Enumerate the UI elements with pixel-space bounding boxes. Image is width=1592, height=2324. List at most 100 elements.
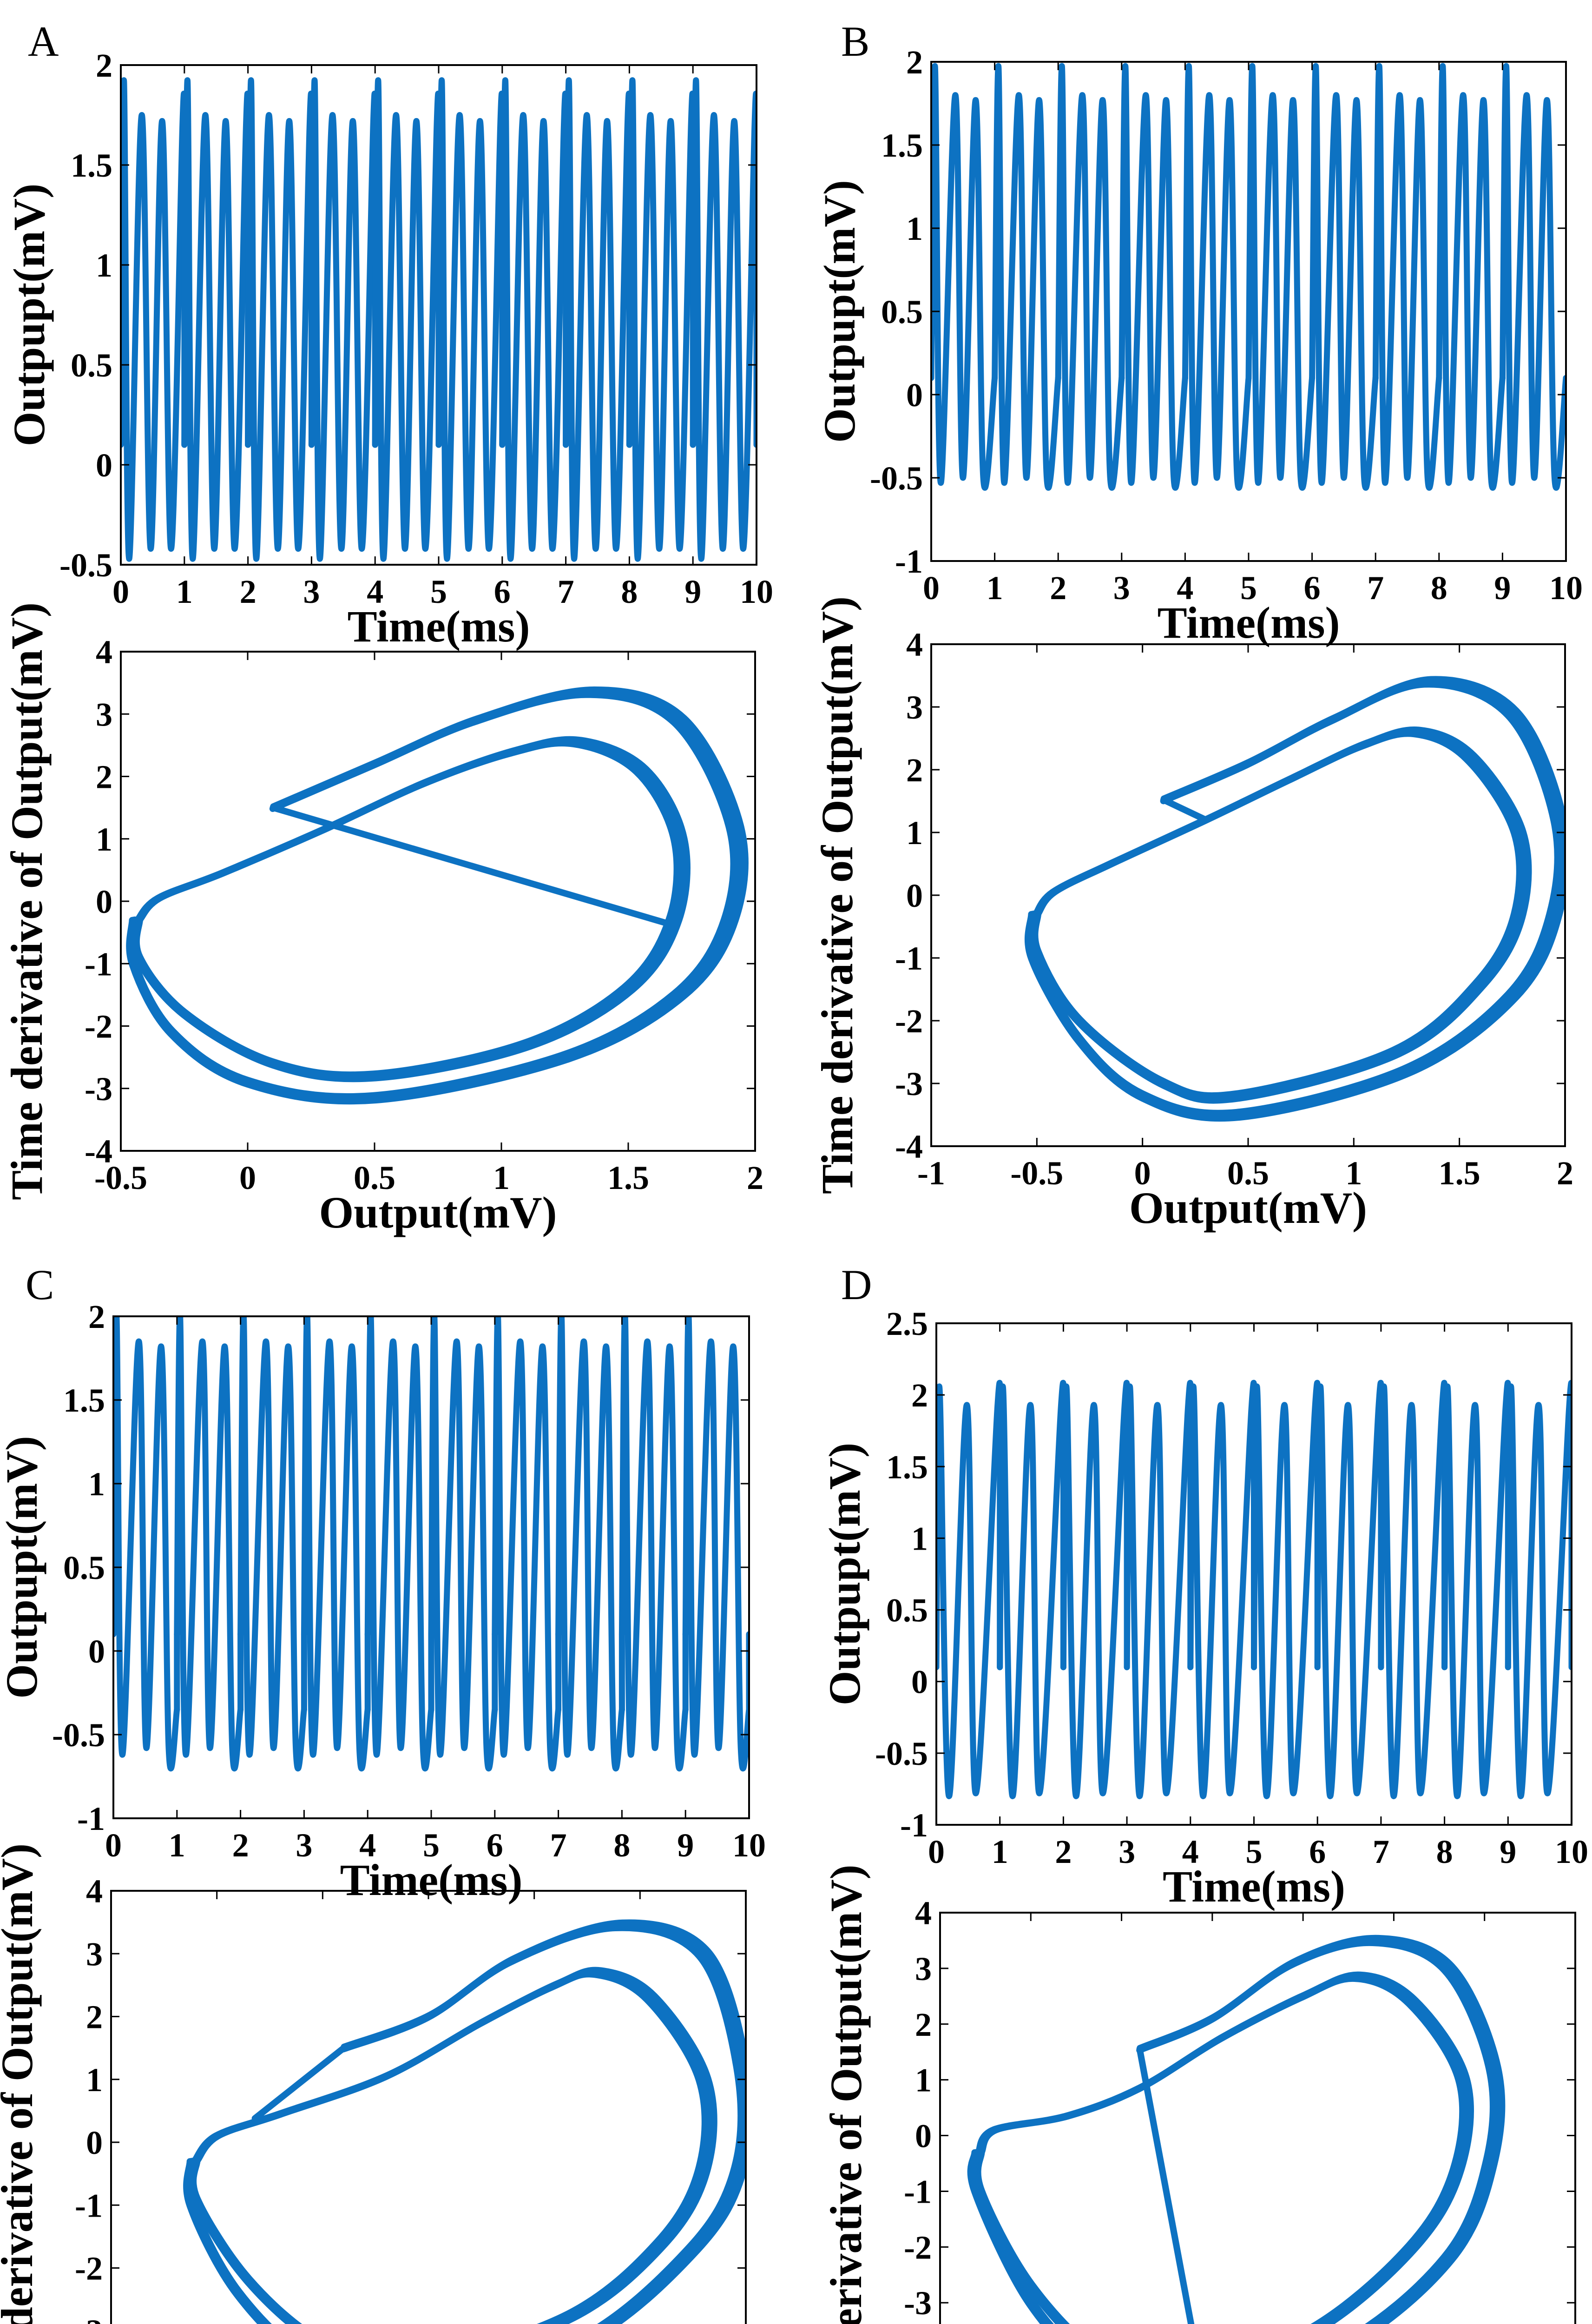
y-tick-label: 3 [96, 696, 112, 733]
trajectory-inner [971, 1971, 1474, 2324]
trace-cycle [1441, 1380, 1511, 1799]
y-tick-label: -2 [904, 2229, 932, 2266]
y-tick-label: -1 [75, 2187, 103, 2224]
y-tick-label: 0.5 [886, 1592, 928, 1629]
plot-area-c-time [113, 1316, 749, 1772]
trace-cycle [181, 77, 251, 562]
x-tick-label: 6 [494, 573, 511, 610]
trace-cycle [301, 1316, 371, 1772]
x-tick-label: 1 [987, 569, 1003, 607]
axes-frame [939, 1912, 1576, 2324]
y-tick-label: 2.5 [886, 1305, 928, 1342]
x-tick-label: 10 [740, 573, 773, 610]
y-axis-label: Outpupt(mV) [815, 180, 864, 442]
y-tick-label: 0 [906, 877, 923, 914]
trace-cycle [1055, 63, 1125, 491]
panel-label-c: C [26, 1261, 54, 1308]
x-tick-label: 1 [1345, 1155, 1362, 1192]
x-tick-label: 0 [928, 1833, 945, 1870]
y-tick-label: -3 [85, 1070, 112, 1108]
y-tick-label: 2 [96, 47, 112, 84]
trace-cycle [245, 77, 315, 562]
x-tick-label: 10 [1555, 1833, 1588, 1870]
trace-cycle [1124, 1380, 1194, 1799]
y-tick-label: 0 [86, 2124, 103, 2161]
trace-cycle [364, 1316, 434, 1772]
trace-cycle [113, 1316, 180, 1772]
x-tick-label: 9 [1500, 1833, 1516, 1870]
x-tick-label: 4 [367, 573, 383, 610]
y-tick-label: 0.5 [71, 347, 112, 384]
y-tick-label: 1 [86, 2061, 103, 2099]
y-tick-label: 1 [88, 1466, 105, 1503]
y-axis-label: Time derivative of Output(mV) [812, 596, 862, 1194]
x-tick-label: 5 [1240, 569, 1257, 607]
y-tick-label: 0 [96, 447, 112, 484]
y-tick-label: -0.5 [875, 1735, 928, 1772]
y-tick-label: 0.5 [63, 1549, 105, 1586]
x-tick-label: 2 [240, 573, 257, 610]
x-tick-label: 6 [1309, 1833, 1326, 1870]
x-axis-label: Output(mV) [1129, 1183, 1367, 1233]
trace-cycle [1251, 1380, 1321, 1799]
y-tick-label: 1 [96, 247, 112, 284]
trace-cycle [1182, 63, 1252, 491]
trajectory-outer [1024, 676, 1565, 1122]
trajectory-outer [967, 1934, 1506, 2324]
x-tick-label: 1 [176, 573, 193, 610]
y-tick-label: -1 [85, 945, 112, 983]
y-tick-label: -1 [77, 1800, 105, 1837]
y-tick-label: 3 [915, 1950, 932, 1987]
trace-cycle [308, 77, 378, 562]
x-tick-label: 1.5 [1439, 1155, 1480, 1192]
y-tick-label: -3 [895, 1065, 923, 1103]
y-tick-label: -1 [895, 543, 923, 580]
x-tick-label: 1 [493, 1159, 510, 1196]
y-axis-label: Outpupt(mV) [0, 1436, 46, 1698]
chart-a-phase: -0.5 0 0.5 1 1.5 2 -4 -3 -2 -1 0 1 2 3 4 Output(mV) Time… [2, 602, 763, 1237]
y-tick-label: -0.5 [59, 547, 112, 584]
y-tick-label: 2 [86, 1999, 103, 2036]
trace-cycle [682, 1316, 749, 1772]
y-tick-label: 1 [915, 2062, 932, 2099]
reset-segment [270, 804, 670, 926]
trace-cycle [1187, 1380, 1257, 1799]
chart-c-phase: -1-0.500.511.52-4-3-2-101234Output(mV)Ti… [0, 1843, 747, 2324]
chart-d-time: 0 1 2 3 4 5 6 7 8 9 10 -1 -0.5 0 0.5 1 1.5 2 2.5 Time(ms) Ou… [820, 1305, 1588, 1911]
plot-area-a-phase [126, 686, 749, 1105]
y-tick-label: 4 [96, 634, 112, 671]
trace-cycle [499, 77, 569, 562]
plot-area-d-time [936, 1380, 1572, 1799]
trace-cycle [1372, 63, 1442, 491]
trace-cycle [1309, 63, 1379, 491]
x-tick-label: 0 [923, 569, 940, 607]
plot-area-b-time [931, 63, 1566, 491]
trace-cycle [936, 1380, 1003, 1799]
x-tick-label: 8 [621, 573, 638, 610]
y-tick-label: -4 [85, 1133, 112, 1170]
reset-segment [251, 2045, 347, 2122]
y-tick-label: 3 [86, 1935, 103, 1973]
y-axis-label: Outpupt(mV) [820, 1443, 869, 1705]
trace-cycle [1118, 63, 1188, 491]
panel-label-b: B [841, 18, 869, 65]
x-tick-label: 0.5 [1227, 1155, 1269, 1192]
trace-cycle [931, 63, 998, 491]
trace-cycle [428, 1316, 498, 1772]
x-tick-label: 0 [105, 1827, 122, 1864]
y-tick-label: 1 [906, 814, 923, 852]
y-tick-label: 1.5 [71, 147, 112, 184]
y-tick-label: 0 [96, 883, 112, 920]
plot-area-d-phase [967, 1934, 1506, 2324]
x-tick-label: 8 [613, 1827, 630, 1864]
y-tick-label: 2 [906, 752, 923, 789]
x-tick-label: 0 [112, 573, 129, 610]
reset-segment [1160, 796, 1210, 823]
x-tick-label: 7 [1367, 569, 1384, 607]
y-tick-label: 2 [88, 1298, 105, 1335]
trace-cycle [1060, 1380, 1130, 1799]
y-tick-label: 1 [911, 1520, 928, 1557]
x-tick-label: 2 [1557, 1155, 1573, 1192]
trace-cycle [555, 1316, 625, 1772]
